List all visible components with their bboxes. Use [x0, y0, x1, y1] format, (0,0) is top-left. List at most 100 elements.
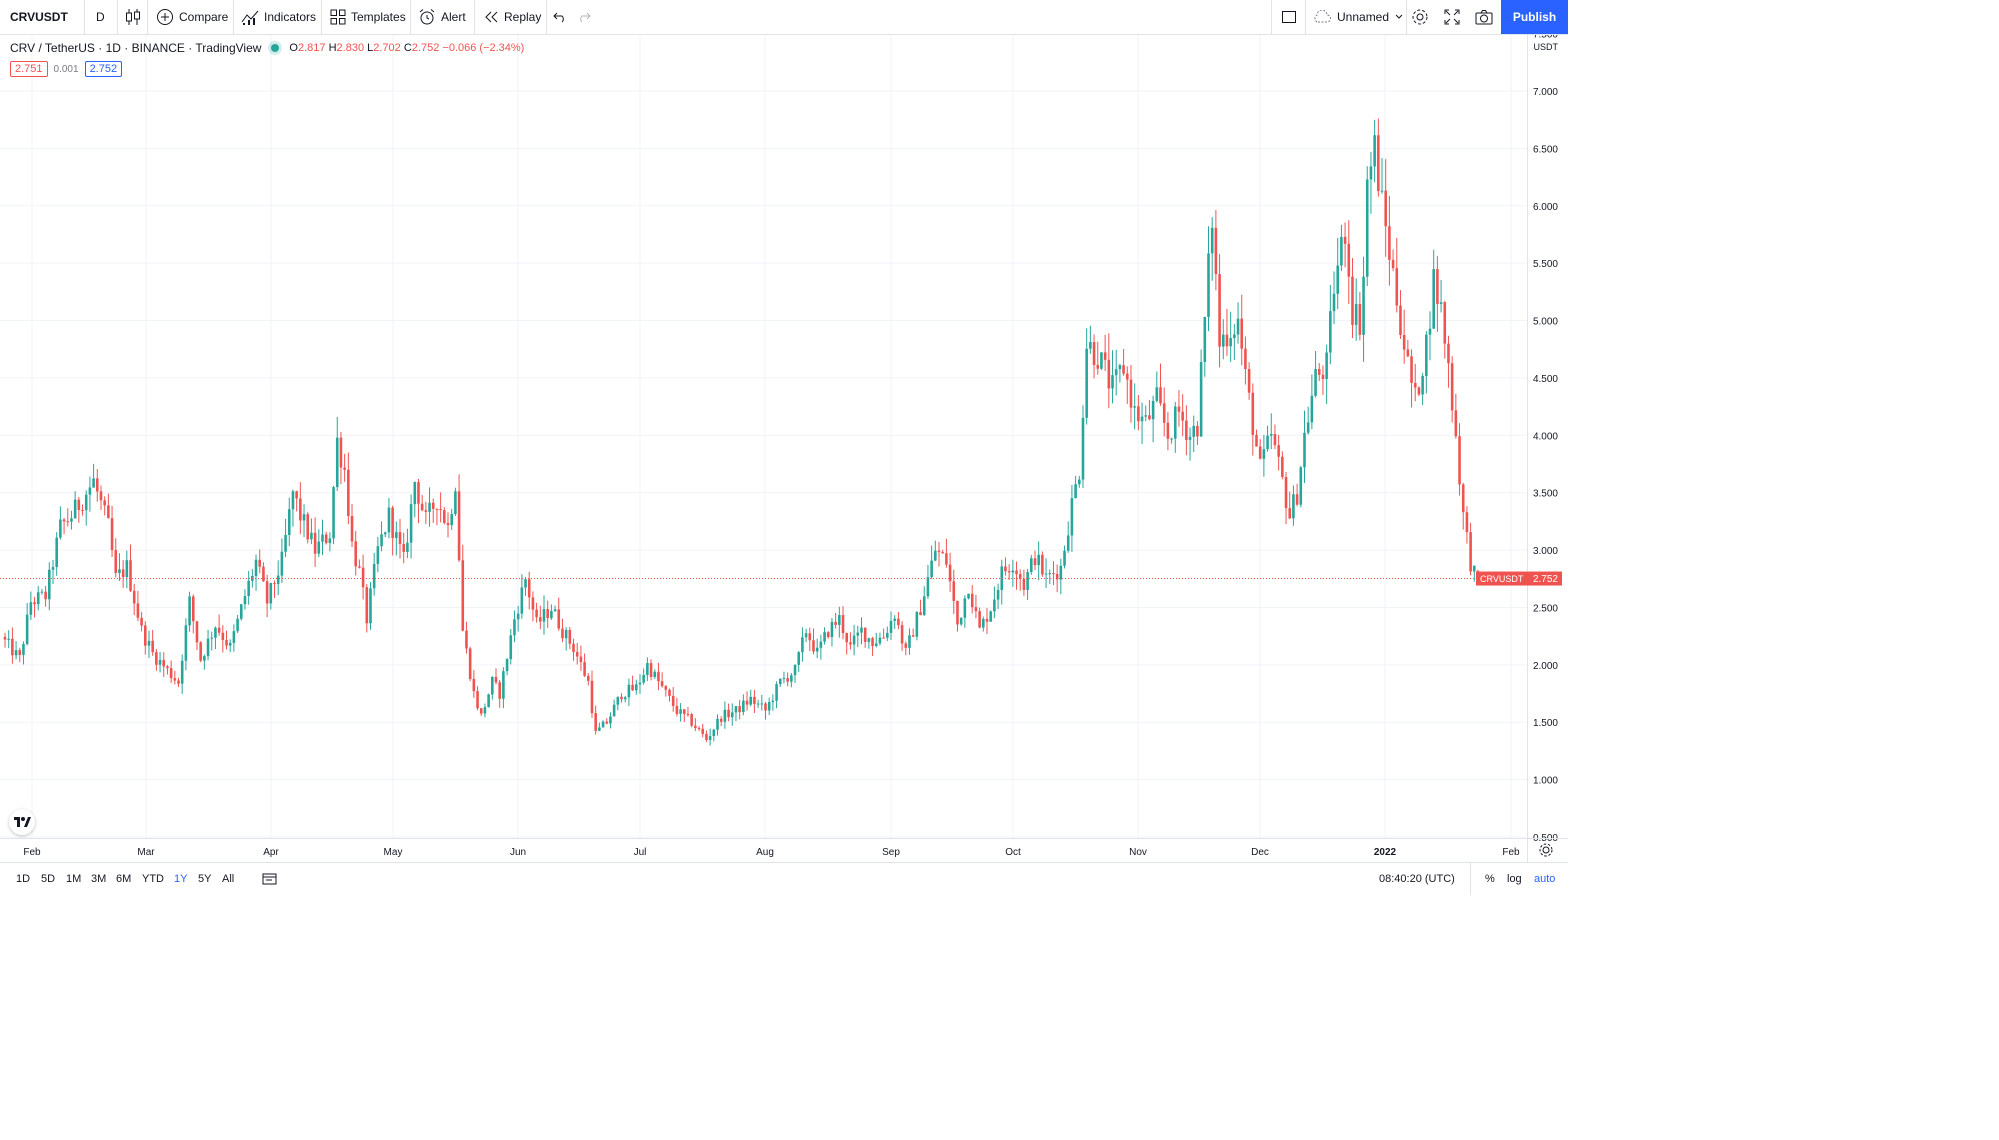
candle-body [568, 629, 572, 644]
clock[interactable]: 08:40:20 (UTC) [1379, 863, 1455, 895]
layout-name-button[interactable]: Unnamed [1312, 0, 1404, 34]
alert-button[interactable]: Alert [418, 0, 466, 34]
time-tick-label: Apr [263, 847, 279, 858]
candle-body [1059, 565, 1063, 580]
candle-body [406, 542, 409, 552]
candle-body [1022, 578, 1026, 590]
screenshot-button[interactable] [1475, 0, 1493, 34]
candle-body [786, 678, 789, 682]
candle-body [48, 569, 51, 600]
symbol-search-button[interactable]: CRVUSDT [10, 0, 68, 34]
candle-body [742, 700, 745, 713]
candle-body [1461, 484, 1465, 513]
range-button-1m[interactable]: 1M [66, 873, 82, 885]
candle-body [730, 712, 734, 718]
candle-body [1413, 382, 1417, 388]
candle-body [723, 709, 727, 722]
price-unit-label: USDT [1534, 42, 1559, 52]
candle-body [40, 591, 44, 593]
candle-body [162, 659, 166, 667]
candle-body [708, 736, 712, 741]
candle-body [930, 560, 933, 578]
candle-body [1410, 356, 1413, 383]
publish-button[interactable]: Publish [1501, 0, 1568, 34]
candle-body [524, 579, 527, 588]
candle-body [96, 478, 99, 492]
settings-button[interactable] [1411, 0, 1429, 34]
percent-toggle[interactable]: % [1485, 863, 1495, 895]
interval-button[interactable]: D [96, 0, 105, 34]
candle-body [450, 514, 453, 526]
fullscreen-button[interactable] [1444, 0, 1460, 34]
sell-price-button[interactable]: 2.751 [10, 61, 48, 77]
candle-body [1148, 415, 1151, 420]
log-toggle[interactable]: log [1507, 863, 1522, 895]
redo-button[interactable] [577, 0, 591, 34]
candle-body [657, 671, 660, 682]
layout-button[interactable] [1281, 0, 1297, 34]
candle-body [199, 642, 202, 661]
cloud-icon [1314, 10, 1331, 23]
candle-body [354, 541, 358, 567]
chart-type-button[interactable] [125, 0, 141, 34]
range-button-6m[interactable]: 6M [116, 873, 132, 885]
candle-body [1436, 269, 1439, 304]
price-chart[interactable]: 0.5001.0001.5002.0002.5003.0003.5004.000… [0, 35, 1568, 862]
buy-price-button[interactable]: 2.752 [84, 61, 123, 77]
candle-body [1162, 403, 1166, 423]
candle-body [1447, 343, 1450, 364]
candle-body [542, 609, 546, 622]
candle-body [439, 508, 442, 510]
axis-settings-icon[interactable] [1539, 843, 1553, 857]
candle-body [118, 569, 121, 573]
auto-toggle[interactable]: auto [1534, 863, 1555, 895]
range-button-ytd[interactable]: YTD [142, 873, 164, 885]
range-button-all[interactable]: All [222, 873, 235, 885]
price-tick-label: 5.500 [1533, 259, 1558, 270]
candle-body [967, 593, 970, 599]
candle-body [1225, 334, 1229, 347]
candle-body [33, 602, 36, 605]
candle-body [169, 668, 173, 679]
candle-body [1251, 392, 1255, 435]
candle-body [151, 640, 154, 653]
candle-body [564, 629, 568, 639]
candle-body [502, 671, 505, 699]
candle-body [815, 647, 819, 652]
range-button-3m[interactable]: 3M [91, 873, 107, 885]
candle-body [1229, 338, 1232, 347]
candle-body [299, 498, 302, 521]
candle-body [1469, 532, 1472, 572]
candle-body [1155, 387, 1159, 401]
candle-body [561, 628, 564, 639]
range-button-5d[interactable]: 5D [41, 873, 56, 885]
candle-body [1329, 311, 1332, 353]
candle-body [258, 559, 262, 567]
candle-body [1310, 395, 1314, 423]
templates-button[interactable]: Templates [330, 0, 406, 34]
candle-body [1454, 410, 1458, 437]
candle-body [51, 567, 55, 570]
close-label: C [403, 42, 412, 54]
date-range-button[interactable] [262, 863, 278, 895]
candle-body [121, 569, 125, 578]
candle-body [498, 682, 501, 699]
candle-body [29, 602, 33, 615]
range-button-5y[interactable]: 5Y [198, 873, 212, 885]
candle-body [1122, 365, 1125, 374]
candle-body [291, 491, 295, 510]
candle-body [1365, 179, 1369, 277]
undo-button[interactable] [553, 0, 567, 34]
range-button-1y[interactable]: 1Y [174, 873, 188, 885]
candle-body [1269, 434, 1273, 436]
candle-body [1173, 406, 1177, 439]
tradingview-logo[interactable] [9, 809, 35, 835]
indicators-button[interactable]: Indicators [241, 0, 316, 34]
candle-body [173, 678, 177, 681]
market-status-dot[interactable] [271, 44, 280, 52]
range-button-1d[interactable]: 1D [16, 873, 31, 885]
compare-button[interactable]: Compare [156, 0, 228, 34]
pair-title[interactable]: CRV / TetherUS · 1D · BINANCE · TradingV… [10, 41, 262, 55]
replay-button[interactable]: Replay [483, 0, 541, 34]
candle-body [1081, 417, 1085, 480]
